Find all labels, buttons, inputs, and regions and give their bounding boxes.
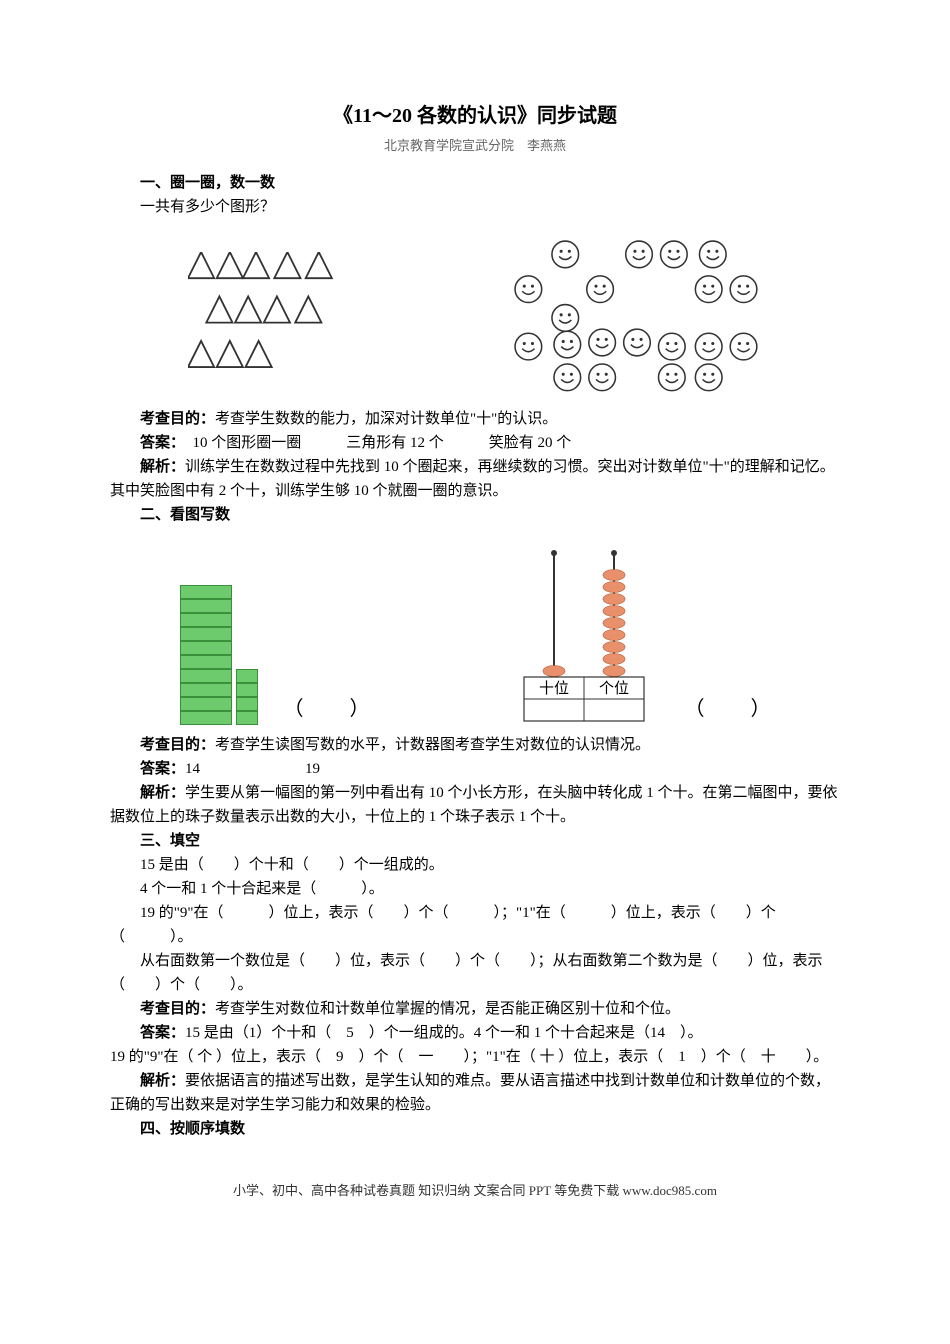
figure-row-1 — [110, 239, 840, 397]
goal-text-3: 考查学生对数位和计数单位掌握的情况，是否能正确区别十位和个位。 — [215, 1001, 680, 1017]
section3-goal: 考查目的：考查学生对数位和计数单位掌握的情况，是否能正确区别十位和个位。 — [110, 997, 840, 1021]
section3-explain: 解析：要依据语言的描述写出数，是学生认知的难点。要从语言描述中找到计数单位和计数… — [110, 1069, 840, 1117]
section2-answer: 答案：14 19 — [110, 757, 840, 781]
ans-text: 10 个图形圈一圈 三角形有 12 个 笑脸有 20 个 — [178, 435, 572, 451]
exp-text-2: 学生要从第一幅图的第一列中看出有 10 个小长方形，在头脑中转化成 1 个十。在… — [110, 785, 838, 825]
block-tower-1 — [180, 585, 232, 725]
section3-q4: 从右面数第一个数位是（ ）位，表示（ ）个（ ）；从右面数第二个数为是（ ）位，… — [110, 949, 840, 997]
paren-open-2: （ — [685, 698, 705, 720]
ans-text-2: 14 19 — [185, 761, 320, 777]
paren-group: （ ） — [284, 693, 370, 725]
figure-row-2: （ ） 十位 个位 （ ） — [110, 545, 840, 725]
block-tower-2 — [236, 669, 258, 725]
goal-text-2: 考查学生读图写数的水平，计数器图考查学生对数位的认识情况。 — [215, 737, 650, 753]
goal-label-2: 考查目的： — [140, 737, 215, 753]
goal-label-3: 考查目的： — [140, 1001, 215, 1017]
goal-label: 考查目的： — [140, 411, 215, 427]
page-footer: 小学、初中、高中各种试卷真题 知识归纳 文案合同 PPT 等免费下载 www.d… — [110, 1181, 840, 1202]
section4-head: 四、按顺序填数 — [110, 1117, 840, 1141]
page-title: 《11～20 各数的认识》同步试题 — [110, 100, 840, 132]
section1-question: 一共有多少个图形？ — [110, 195, 840, 219]
exp-text-3: 要依据语言的描述写出数，是学生认知的难点。要从语言描述中找到计数单位和计数单位的… — [110, 1073, 830, 1113]
section3-answer-2: 19 的"9"在（ 个 ）位上，表示（ 9 ）个（ 一 ）；"1"在（ 十 ）位… — [110, 1045, 840, 1069]
section1-goal: 考查目的：考查学生数数的能力，加深对计数单位"十"的认识。 — [110, 407, 840, 431]
section3-q2: 4 个一和 1 个十合起来是（ ）。 — [110, 877, 840, 901]
section3-q3: 19 的"9"在（ ）位上，表示（ ）个（ ）；"1"在（ ）位上，表示（ ）个… — [110, 901, 840, 949]
ans-label-3: 答案： — [140, 1025, 185, 1041]
paren-group-2: （ ） — [685, 693, 771, 725]
exp-label-3: 解析： — [140, 1073, 185, 1089]
section2-explain: 解析：学生要从第一幅图的第一列中看出有 10 个小长方形，在头脑中转化成 1 个… — [110, 781, 840, 829]
section2-head: 二、看图写数 — [110, 503, 840, 527]
page-subtitle: 北京教育学院宣武分院 李燕燕 — [110, 136, 840, 157]
paren-close: ） — [350, 698, 370, 720]
goal-text: 考查学生数数的能力，加深对计数单位"十"的认识。 — [215, 411, 557, 427]
svg-text:十位: 十位 — [538, 680, 568, 697]
exp-label-2: 解析： — [140, 785, 185, 801]
page: 《11～20 各数的认识》同步试题 北京教育学院宣武分院 李燕燕 一、圈一圈，数… — [0, 0, 950, 1241]
exp-text: 训练学生在数数过程中先找到 10 个圈起来，再继续数的习惯。突出对计数单位"十"… — [110, 459, 835, 499]
triangles-figure — [188, 252, 358, 383]
svg-text:个位: 个位 — [598, 680, 628, 697]
exp-label: 解析： — [140, 459, 185, 475]
section1-head: 一、圈一圈，数一数 — [110, 171, 840, 195]
abacus-svg: 十位 个位 — [509, 545, 659, 725]
blocks-figure: （ ） — [180, 585, 370, 725]
section3-answer: 答案：15 是由（1）个十和（ 5 ）个一组成的。4 个一和 1 个十合起来是（… — [110, 1021, 840, 1045]
abacus-figure: 十位 个位 （ ） — [509, 545, 771, 725]
smileys-figure — [513, 239, 763, 397]
section2-goal: 考查目的：考查学生读图写数的水平，计数器图考查学生对数位的认识情况。 — [110, 733, 840, 757]
ans-label: 答案： — [140, 435, 178, 451]
section3-q1: 15 是由（ ）个十和（ ）个一组成的。 — [110, 853, 840, 877]
ans-text-3a: 15 是由（1）个十和（ 5 ）个一组成的。4 个一和 1 个十合起来是（14 … — [185, 1025, 703, 1041]
paren-open: （ — [284, 698, 304, 720]
paren-close-2: ） — [751, 698, 771, 720]
section3-head: 三、填空 — [110, 829, 840, 853]
ans-label-2: 答案： — [140, 761, 185, 777]
section1-explain: 解析：训练学生在数数过程中先找到 10 个圈起来，再继续数的习惯。突出对计数单位… — [110, 455, 840, 503]
section1-answer: 答案： 10 个图形圈一圈 三角形有 12 个 笑脸有 20 个 — [110, 431, 840, 455]
